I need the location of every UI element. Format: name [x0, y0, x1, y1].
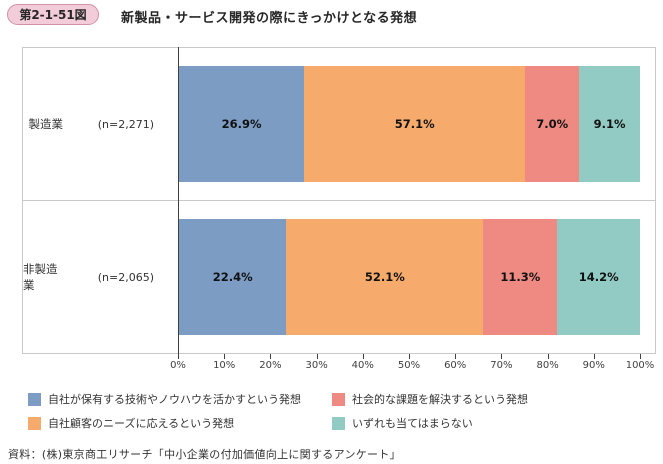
x-tick-label: 10% [213, 360, 236, 371]
legend-column-2: 社会的な課題を解決するという発想 いずれも当てはまらない [332, 391, 528, 431]
value-label: 26.9% [221, 117, 262, 131]
x-tick-label: 70% [490, 360, 513, 371]
legend-swatch-icon [332, 392, 345, 406]
x-tick-mark [270, 354, 272, 359]
bar-segment: 9.1% [579, 66, 640, 182]
x-tick-mark [547, 354, 549, 359]
value-label: 22.4% [212, 270, 253, 284]
x-tick-mark [362, 354, 364, 359]
bar-segment: 22.4% [179, 219, 287, 335]
legend-label: 自社顧客のニーズに応えるという発想 [48, 417, 235, 430]
figure-number-badge: 第2-1-51図 [7, 4, 99, 25]
legend-item: いずれも当てはまらない [332, 415, 528, 431]
x-tick-label: 60% [444, 360, 467, 371]
value-label: 52.1% [364, 270, 405, 284]
sample-size-label: (n=2,065) [97, 270, 154, 284]
bar-rows-container: 製造業 (n=2,271) 26.9% 57.1% 7.0% 9.1% 非製造業 (n=2,0… [23, 48, 655, 353]
value-label: 14.2% [578, 270, 619, 284]
x-tick-mark [409, 354, 410, 359]
legend-label: 自社が保有する技術やノウハウを活かすという発想 [48, 393, 301, 406]
x-tick-label: 50% [397, 360, 421, 371]
source-citation: 資料：(株)東京商工リサーチ「中小企業の付加価値向上に関するアンケート」 [8, 448, 401, 461]
x-tick-mark [640, 354, 641, 359]
bar-segment: 52.1% [286, 219, 484, 335]
sample-size-label: (n=2,271) [97, 117, 154, 131]
legend-swatch-icon [332, 416, 345, 430]
figure-number-text: 第2-1-51図 [19, 8, 87, 22]
x-tick-label: 100% [625, 360, 655, 371]
stacked-bar: 22.4% 52.1% 11.3% 14.2% [179, 219, 641, 335]
bar-segment: 11.3% [483, 219, 558, 335]
chart-row-manufacturing: 製造業 (n=2,271) 26.9% 57.1% 7.0% 9.1% [23, 48, 655, 200]
bar-segment: 26.9% [179, 66, 305, 182]
x-tick-label: 20% [259, 360, 282, 371]
x-tick-label: 0% [170, 360, 186, 371]
legend-label: 社会的な課題を解決するという発想 [352, 393, 528, 406]
chart-plot-frame: 製造業 (n=2,271) 26.9% 57.1% 7.0% 9.1% 非製造業 (n=2,0… [22, 47, 656, 354]
value-label: 57.1% [394, 117, 435, 131]
y-axis-line [178, 47, 179, 359]
x-tick-label: 80% [536, 360, 559, 371]
x-tick-mark [224, 354, 226, 359]
stacked-bar: 26.9% 57.1% 7.0% 9.1% [179, 66, 640, 182]
x-tick-mark [455, 354, 457, 359]
chart-row-non-manufacturing: 非製造業 (n=2,065) 22.4% 52.1% 11.3% 14.2% [23, 200, 655, 353]
x-tick-mark [178, 354, 179, 359]
legend-column-1: 自社が保有する技術やノウハウを活かすという発想 自社顧客のニーズに応えるという発想 [28, 391, 332, 431]
legend-swatch-icon [28, 416, 41, 430]
bar-segment: 7.0% [525, 66, 580, 182]
legend-label: いずれも当てはまらない [352, 417, 473, 430]
figure-title: 新製品・サービス開発の際にきっかけとなる発想 [121, 11, 418, 26]
x-tick-label: 40% [351, 360, 374, 371]
category-label: 製造業 [28, 117, 64, 131]
category-label: 非製造業 [23, 262, 58, 292]
legend-swatch-icon [28, 392, 41, 406]
value-label: 9.1% [593, 117, 626, 131]
legend-item: 社会的な課題を解決するという発想 [332, 391, 528, 407]
legend-item: 自社顧客のニーズに応えるという発想 [28, 415, 332, 431]
legend-item: 自社が保有する技術やノウハウを活かすという発想 [28, 391, 332, 407]
x-tick-label: 90% [582, 360, 605, 371]
x-tick-mark [501, 354, 503, 359]
x-tick-label: 30% [305, 360, 328, 371]
x-tick-mark [593, 354, 595, 359]
bar-segment: 57.1% [304, 66, 526, 182]
bar-segment: 14.2% [557, 219, 641, 335]
chart-legend: 自社が保有する技術やノウハウを活かすという発想 自社顧客のニーズに応えるという発想… [28, 391, 528, 431]
x-tick-mark [316, 354, 318, 359]
value-label: 11.3% [500, 270, 541, 284]
value-label: 7.0% [536, 117, 569, 131]
